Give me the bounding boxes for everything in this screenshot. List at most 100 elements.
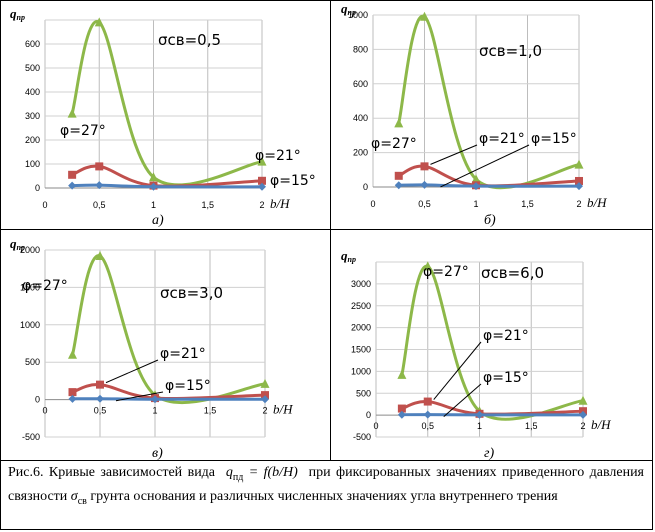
data-point <box>472 182 480 191</box>
caption-suffix: при фиксированных значениях приведенного… <box>8 465 644 504</box>
data-point <box>420 11 429 21</box>
panel-b: qпр 0 200 400 600 800 1000 0 0,5 1 1,5 2 b/H σсв=1,0 φ… <box>331 0 653 229</box>
annotation-phi-15: φ=15° <box>531 131 577 147</box>
series-line-0 <box>70 20 263 187</box>
data-point <box>420 180 429 189</box>
x-tick-label: 2 <box>576 199 581 209</box>
x-tick-label: 0,5 <box>94 406 107 416</box>
caption-tail: грунта основания и различных численных з… <box>90 488 558 504</box>
x-tick-label: 0 <box>370 199 375 209</box>
y-tick-label: 400 <box>25 87 40 97</box>
y-tick-label: 400 <box>353 113 368 123</box>
data-point <box>397 410 406 419</box>
data-point <box>397 404 406 413</box>
annotation-phi-27: φ=27° <box>371 136 417 152</box>
x-tick-label: 1 <box>152 406 157 416</box>
leader-line-21 <box>433 341 482 400</box>
annotation-phi-15: φ=15° <box>270 173 316 189</box>
y-tick-label: 600 <box>353 79 368 89</box>
annotation-phi-15: φ=15° <box>165 378 211 394</box>
y-tick-label: 200 <box>353 148 368 158</box>
x-tick-label: 1 <box>473 199 478 209</box>
annotation-phi-21: φ=21° <box>255 148 301 164</box>
data-point <box>95 250 105 260</box>
chart-a: qпр 0 100 200 300 400 500 600 0 0,5 1 1,5 2 b/H σсв=0,… <box>10 6 316 211</box>
data-point <box>67 108 77 118</box>
data-point <box>96 394 104 403</box>
data-point <box>575 182 583 191</box>
leader-line-15 <box>443 383 482 417</box>
panel-letter-b: б) <box>484 213 496 228</box>
data-point <box>394 181 403 190</box>
data-point <box>394 171 403 180</box>
x-tick-label: 2 <box>580 421 585 431</box>
y-tick-label: 600 <box>25 39 40 49</box>
y-tick-label: 300 <box>25 111 40 121</box>
y-tick-label: 500 <box>25 63 40 73</box>
annotation-phi-21: φ=21° <box>483 328 529 344</box>
y-tick-label: 1500 <box>351 345 371 355</box>
x-axis-label: b/H <box>273 402 293 417</box>
data-point <box>423 261 433 271</box>
x-tick-label: 0,5 <box>418 199 431 209</box>
x-axis-label: b/H <box>591 417 611 432</box>
x-axis-label: b/H <box>587 195 607 210</box>
panel-divider-vertical <box>330 0 331 460</box>
y-tick-label: 2000 <box>351 323 371 333</box>
panel-divider-horizontal <box>0 229 653 230</box>
annotation-phi-27: φ=27° <box>423 264 469 280</box>
chart-b: qпр 0 200 400 600 800 1000 0 0,5 1 1,5 2 b/H σсв=1,0 φ… <box>341 1 607 210</box>
y-axis-label: qпр <box>10 236 25 252</box>
data-point <box>423 410 432 419</box>
caption-divider <box>0 460 653 461</box>
chart-v: qпр -500 0 500 1000 1500 2000 0 0,5 1 1,5 2 b/H σсв=3… <box>10 236 293 442</box>
data-point <box>95 181 104 190</box>
series-line-2 <box>398 183 580 188</box>
y-axis-label: qпр <box>10 6 25 22</box>
data-point <box>149 172 158 182</box>
panel-v: qпр -500 0 500 1000 1500 2000 0 0,5 1 1,5 2 b/H σсв=3… <box>0 230 330 461</box>
figure-caption: Рис.6. Кривые зависимостей вида qпд = f(… <box>8 463 644 511</box>
series-line-1 <box>71 164 263 188</box>
y-tick-label: 2000 <box>20 245 40 255</box>
x-tick-label: 1 <box>151 200 156 210</box>
data-point <box>579 410 587 419</box>
caption-formula: qпд = f(b/H) <box>225 465 298 483</box>
x-tick-label: 1,5 <box>201 200 214 210</box>
x-tick-label: 0,5 <box>421 421 434 431</box>
data-point <box>475 410 484 419</box>
annotation-phi-27: φ=27° <box>22 278 68 294</box>
x-tick-label: 1,5 <box>525 421 538 431</box>
y-tick-label: -500 <box>22 432 40 442</box>
data-point <box>258 176 266 185</box>
y-tick-label: 3000 <box>351 279 371 289</box>
y-tick-label: 0 <box>35 395 40 405</box>
annotation-phi-21: φ=21° <box>160 346 206 362</box>
panel-a: qпр 0 100 200 300 400 500 600 0 0,5 1 1,5 2 b/H σсв=0,… <box>0 0 330 229</box>
y-tick-label: 0 <box>363 182 368 192</box>
y-tick-label: 1500 <box>20 282 40 292</box>
y-tick-label: -500 <box>353 432 371 442</box>
data-point <box>471 174 481 184</box>
panel-g: qпр -500 0 500 1000 1500 2000 2500 3000 0 0,5 1 1,5 2… <box>331 230 653 461</box>
x-tick-label: 0 <box>42 200 47 210</box>
data-point <box>68 349 77 359</box>
y-axis-label: qпр <box>341 1 356 17</box>
annotation-phi-27: φ=27° <box>60 123 106 139</box>
x-tick-label: 2 <box>259 200 264 210</box>
series-line-1 <box>401 400 584 416</box>
data-point <box>257 156 267 166</box>
data-point <box>423 397 432 406</box>
data-point <box>394 118 404 128</box>
sigma-label: σсв=3,0 <box>160 284 223 302</box>
data-point <box>68 394 77 403</box>
y-tick-label: 100 <box>25 159 40 169</box>
panel-letter-v: в) <box>152 446 163 461</box>
panel-letter-a: а) <box>152 213 164 228</box>
y-tick-label: 500 <box>25 357 40 367</box>
data-point <box>261 391 269 400</box>
y-tick-label: 0 <box>366 410 371 420</box>
data-point <box>95 162 104 171</box>
